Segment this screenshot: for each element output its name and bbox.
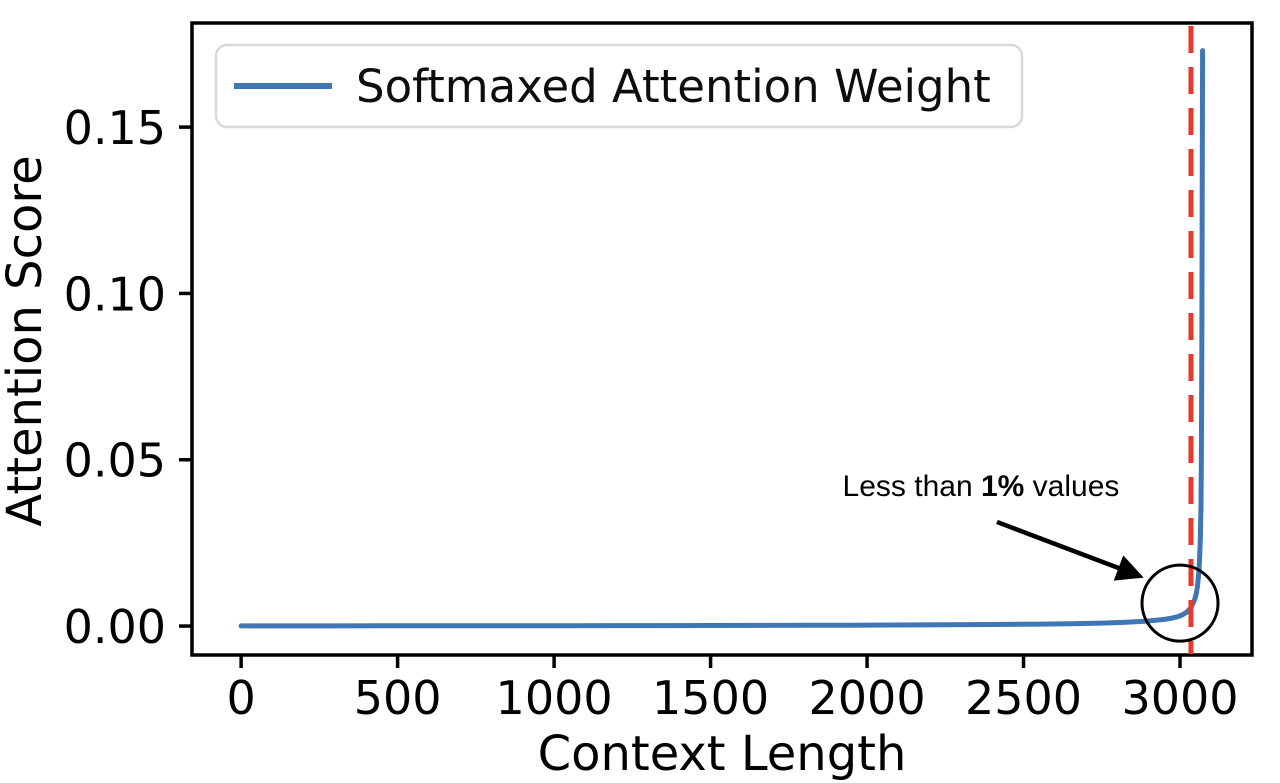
highlight-circle bbox=[1140, 563, 1220, 643]
y-tick-label: 0.05 bbox=[64, 434, 166, 488]
y-axis-label: Attention Score bbox=[0, 155, 53, 526]
annotation-text: Less than 1% values bbox=[843, 470, 1120, 503]
x-tick-label: 2500 bbox=[965, 671, 1082, 725]
legend: Softmaxed Attention Weight bbox=[214, 43, 1024, 129]
x-tick-label: 1000 bbox=[496, 671, 613, 725]
annotation-text-suffix: values bbox=[1024, 470, 1119, 503]
plot-frame bbox=[190, 21, 1254, 657]
annotation-text-bold: 1% bbox=[981, 470, 1024, 503]
x-tick-label: 0 bbox=[226, 671, 255, 725]
y-tick-label: 0.15 bbox=[64, 101, 166, 155]
annotation-group: Less than 1% values bbox=[843, 470, 1220, 643]
x-axis-ticks: 0 500 1000 1500 2000 2500 3000 bbox=[226, 655, 1239, 725]
annotation-text-prefix: Less than bbox=[843, 470, 981, 503]
x-tick-label: 3000 bbox=[1121, 671, 1238, 725]
legend-entry-label: Softmaxed Attention Weight bbox=[356, 60, 991, 113]
y-tick-label: 0.10 bbox=[64, 267, 166, 321]
y-axis-ticks: 0.00 0.05 0.10 0.15 bbox=[64, 101, 192, 654]
legend-box bbox=[214, 43, 1024, 129]
softmaxed-attention-line bbox=[238, 48, 1206, 629]
x-tick-label: 1500 bbox=[652, 671, 769, 725]
annotation-arrow bbox=[996, 519, 1144, 581]
y-tick-label: 0.00 bbox=[64, 600, 166, 654]
x-tick-label: 2000 bbox=[809, 671, 926, 725]
x-axis-label: Context Length bbox=[538, 726, 907, 782]
x-tick-label: 500 bbox=[354, 671, 442, 725]
